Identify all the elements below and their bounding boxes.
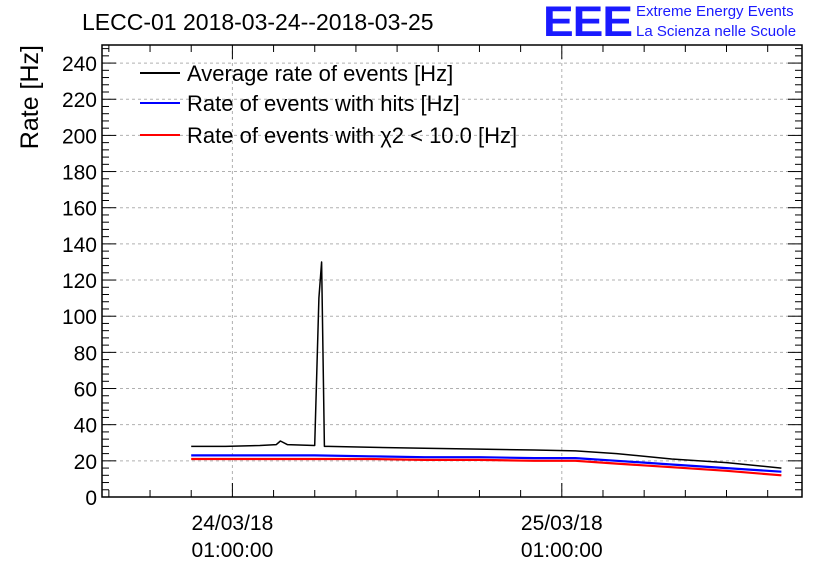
y-tick-label: 20 <box>74 451 97 474</box>
series-line-3 <box>191 457 782 477</box>
y-tick-label: 60 <box>74 379 97 402</box>
y-tick-label: 240 <box>62 53 97 76</box>
series-line-2 <box>191 454 782 473</box>
y-tick-label: 200 <box>62 125 97 148</box>
y-tick-label: 140 <box>62 234 97 257</box>
plot-frame <box>101 44 803 498</box>
y-tick-label: 180 <box>62 162 97 185</box>
y-tick-label: 80 <box>74 342 97 365</box>
x-tick-label: 01:00:00 <box>192 539 274 562</box>
brand-line-2: La Scienza nelle Scuole <box>636 23 797 40</box>
y-tick-label: 220 <box>62 89 97 112</box>
series-line-1 <box>191 261 782 469</box>
y-tick-label: 40 <box>74 415 97 438</box>
y-tick-label: 0 <box>85 487 97 510</box>
brand-line-1: Extreme Energy Events <box>636 3 794 20</box>
legend-label-1: Average rate of events [Hz] <box>187 61 453 86</box>
legend-label-3: Rate of events with χ2 < 10.0 [Hz] <box>187 123 517 148</box>
y-tick-label: 120 <box>62 270 97 293</box>
x-tick-label: 24/03/18 <box>192 512 274 535</box>
legend-label-2: Rate of events with hits [Hz] <box>187 91 460 116</box>
chart-title: LECC-01 2018-03-24--2018-03-25 <box>82 9 434 35</box>
x-tick-label: 01:00:00 <box>521 539 603 562</box>
y-tick-label: 160 <box>62 198 97 221</box>
x-tick-label: 25/03/18 <box>521 512 603 535</box>
y-tick-label: 100 <box>62 306 97 329</box>
y-axis-label: Rate [Hz] <box>16 45 44 149</box>
eee-logo: EEE <box>543 0 633 46</box>
